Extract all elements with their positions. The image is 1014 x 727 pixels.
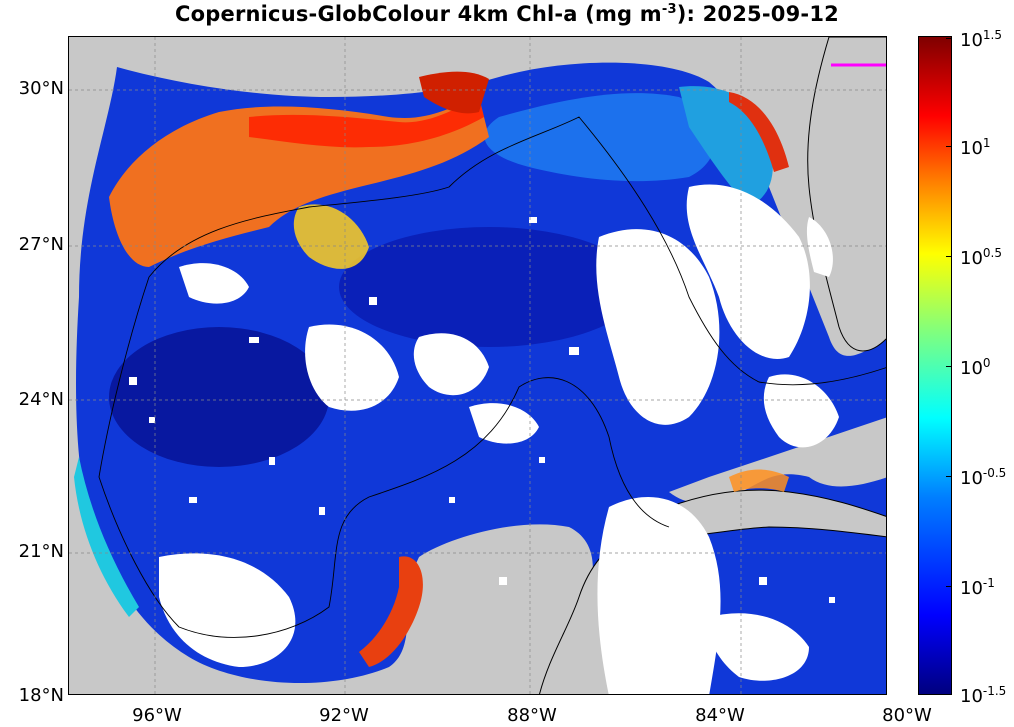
- loop-current: [484, 93, 715, 182]
- deep-water-core-2: [339, 227, 639, 347]
- colorbar-tick: [946, 146, 952, 147]
- florida-coast-bloom: [729, 92, 789, 172]
- depth-contour: [98, 116, 886, 638]
- cuba-land: [668, 489, 886, 538]
- colorbar-label-0.5: 100.5: [960, 246, 1002, 269]
- colorbar-label-1.5: 101.5: [960, 28, 1002, 51]
- cloud-mask: [159, 184, 839, 694]
- lon-tick-80w: 80°W: [882, 705, 932, 726]
- colorbar-label-neg1: 10-1: [960, 576, 995, 599]
- colorbar-label-0: 100: [960, 356, 991, 379]
- map-title: Copernicus-GlobColour 4km Chl-a (mg m-3)…: [175, 2, 839, 26]
- lat-tick-30n: 30°N: [18, 78, 64, 99]
- colorbar-tick: [946, 366, 952, 367]
- lon-tick-84w: 84°W: [695, 705, 745, 726]
- chlorophyll-map: [68, 36, 887, 695]
- lat-tick-21n: 21°N: [18, 541, 64, 562]
- mississippi-plume: [419, 71, 489, 114]
- colorbar-tick: [946, 476, 952, 477]
- northern-shelf-bloom-core: [249, 97, 484, 148]
- yellow-plume: [293, 204, 369, 269]
- colorbar: [918, 36, 952, 695]
- lat-tick-18n: 18°N: [18, 685, 64, 706]
- colorbar-tick: [946, 256, 952, 257]
- colorbar-label-neg0.5: 10-0.5: [960, 466, 1007, 489]
- colorbar-label-1: 101: [960, 136, 991, 159]
- deep-water-core: [109, 327, 329, 467]
- cloud-speckles: [129, 217, 835, 603]
- graticule: [69, 37, 886, 694]
- lon-tick-92w: 92°W: [319, 705, 369, 726]
- lon-tick-96w: 96°W: [132, 705, 182, 726]
- colorbar-tick: [946, 586, 952, 587]
- lon-tick-88w: 88°W: [507, 705, 557, 726]
- cuba-shelf-bloom: [729, 469, 789, 492]
- colorbar-label-neg1.5: 10-1.5: [960, 684, 1007, 707]
- lat-tick-24n: 24°N: [18, 389, 64, 410]
- colorbar-tick: [946, 38, 952, 39]
- western-coast-cyan: [74, 457, 139, 617]
- map-canvas: [69, 37, 886, 694]
- mexico-coast-bloom: [359, 556, 423, 667]
- lat-tick-27n: 27°N: [18, 234, 64, 255]
- florida-land: [807, 37, 886, 352]
